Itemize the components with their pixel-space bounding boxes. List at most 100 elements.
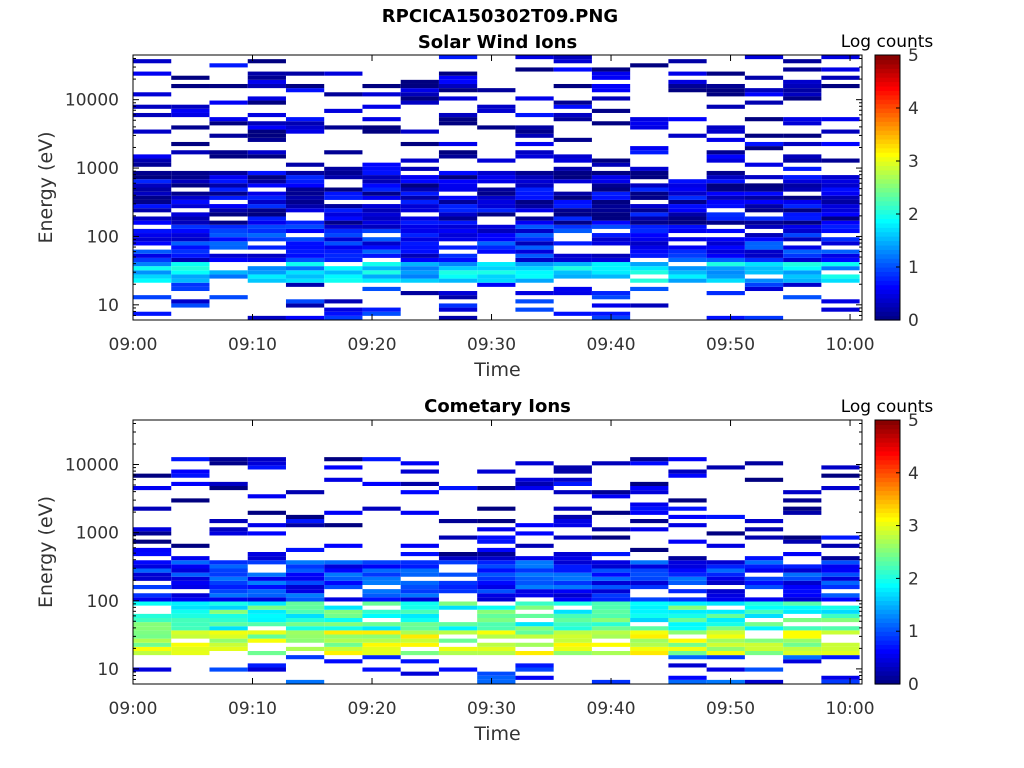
heatmap-cell xyxy=(783,506,822,511)
heatmap-cell xyxy=(209,233,248,238)
heatmap-cell xyxy=(324,224,363,229)
heatmap-cell xyxy=(744,564,784,569)
heatmap-cell xyxy=(706,228,745,234)
heatmap-cell xyxy=(400,651,439,656)
heatmap-cell xyxy=(668,224,707,229)
heatmap-cell xyxy=(630,564,669,569)
heatmap-cell xyxy=(438,150,478,155)
heatmap-cell xyxy=(744,241,784,246)
heatmap-cell xyxy=(362,245,401,250)
heatmap-cell xyxy=(668,572,707,577)
heatmap-cell xyxy=(591,216,631,221)
heatmap-cell xyxy=(362,179,401,184)
heatmap-cell xyxy=(285,220,325,225)
heatmap-cell xyxy=(477,195,516,200)
heatmap-cell xyxy=(247,638,286,643)
heatmap-cell xyxy=(591,67,631,72)
heatmap-cell xyxy=(744,315,784,320)
heatmap-cell xyxy=(209,527,248,532)
heatmap-cell xyxy=(438,183,478,188)
heatmap-cell xyxy=(209,630,248,635)
heatmap-cell xyxy=(133,576,172,581)
heatmap-cell xyxy=(706,580,745,585)
heatmap-cell xyxy=(133,104,172,109)
heatmap-cell xyxy=(744,204,784,209)
heatmap-cell xyxy=(400,245,439,250)
heatmap-cell xyxy=(400,593,439,598)
heatmap-cell xyxy=(133,59,172,64)
heatmap-cell xyxy=(324,523,363,528)
heatmap-cell xyxy=(591,568,631,573)
heatmap-cell xyxy=(821,216,860,221)
heatmap-cell xyxy=(285,630,325,635)
heatmap-cell xyxy=(324,543,363,548)
heatmap-cell xyxy=(362,634,401,639)
heatmap-cell xyxy=(744,667,784,672)
heatmap-cell xyxy=(400,552,439,557)
heatmap-cell xyxy=(668,523,707,528)
heatmap-cell xyxy=(209,609,248,614)
heatmap-cell xyxy=(591,618,631,623)
colorbar-segment xyxy=(875,450,900,456)
heatmap-cell xyxy=(591,576,631,581)
heatmap-cell xyxy=(285,576,325,581)
heatmap-cell xyxy=(285,170,325,176)
heatmap-cell xyxy=(247,622,286,627)
heatmap-cell xyxy=(821,564,860,569)
heatmap-cell xyxy=(630,572,669,577)
heatmap-cell xyxy=(362,241,401,246)
heatmap-cell xyxy=(209,208,248,213)
heatmap-cell xyxy=(324,108,363,113)
x-tick-label: 09:00 xyxy=(109,699,158,719)
heatmap-cell xyxy=(591,552,631,557)
heatmap-cell xyxy=(438,88,478,93)
heatmap-cell xyxy=(821,597,860,602)
heatmap-cell xyxy=(324,245,363,250)
heatmap-cell xyxy=(630,527,669,532)
heatmap-cell xyxy=(171,630,210,635)
y-tick-label: 100 xyxy=(87,227,119,247)
heatmap-cell xyxy=(706,560,745,565)
heatmap-cell xyxy=(247,572,286,577)
heatmap-cell xyxy=(362,642,401,647)
heatmap-cell xyxy=(209,237,248,242)
heatmap-cell xyxy=(171,75,210,80)
heatmap-cell xyxy=(171,498,210,503)
colorbar-segment xyxy=(875,653,900,659)
heatmap-cell xyxy=(171,618,210,623)
heatmap-cell xyxy=(362,286,401,292)
heatmap-cell xyxy=(515,220,554,225)
heatmap-cell xyxy=(438,630,478,635)
heatmap-cell xyxy=(171,233,210,238)
heatmap-cell xyxy=(438,233,478,238)
colorbar-segment xyxy=(875,499,900,505)
heatmap-cell xyxy=(477,630,516,635)
heatmap-cell xyxy=(438,572,478,577)
heatmap-cell xyxy=(324,609,363,614)
heatmap-cell xyxy=(171,543,210,548)
heatmap-cell xyxy=(324,630,363,635)
heatmap-cell xyxy=(477,634,516,639)
colorbar-segment xyxy=(875,569,900,575)
heatmap-cell xyxy=(591,609,631,614)
heatmap-cell xyxy=(591,593,631,598)
heatmap-cell xyxy=(133,564,172,569)
heatmap-cell xyxy=(477,618,516,623)
heatmap-cell xyxy=(591,88,631,93)
heatmap-cell xyxy=(324,208,363,213)
heatmap-cell xyxy=(783,141,822,147)
heatmap-cell xyxy=(668,88,707,93)
heatmap-cell xyxy=(783,212,822,217)
heatmap-cell xyxy=(438,605,478,610)
heatmap-cell xyxy=(630,580,669,585)
colorbar-segment xyxy=(875,560,900,566)
heatmap-cell xyxy=(744,519,784,524)
heatmap-cell xyxy=(630,175,669,180)
colorbar-label: Log counts xyxy=(841,32,934,52)
heatmap-cell xyxy=(171,104,210,109)
heatmap-cell xyxy=(438,175,478,180)
heatmap-cell xyxy=(477,282,516,287)
heatmap-cell xyxy=(362,560,401,565)
heatmap-cell xyxy=(209,175,248,180)
colorbar-segment xyxy=(875,90,900,96)
